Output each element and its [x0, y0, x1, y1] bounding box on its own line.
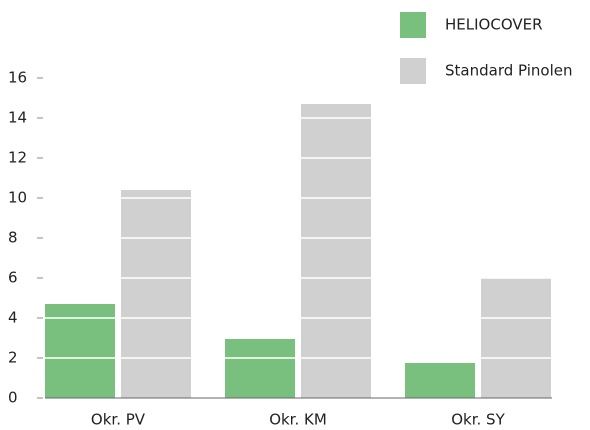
y-tick-label: 14	[8, 109, 27, 127]
bar	[225, 339, 295, 398]
legend-swatch	[400, 58, 426, 84]
bar	[405, 363, 475, 398]
y-tick-label: 10	[8, 189, 27, 207]
y-tick-label: 0	[8, 389, 18, 407]
bar	[121, 190, 191, 398]
y-tick-label: 16	[8, 69, 27, 87]
x-tick-label: Okr. SY	[451, 411, 505, 429]
y-tick-label: 4	[8, 309, 18, 327]
y-tick-label: 6	[8, 269, 18, 287]
legend-label: HELIOCOVER	[445, 16, 543, 34]
x-tick-label: Okr. KM	[269, 411, 327, 429]
bar	[45, 304, 115, 398]
x-tick-label: Okr. PV	[91, 411, 146, 429]
legend-swatch	[400, 12, 426, 38]
legend-label: Standard Pinolen	[445, 62, 572, 80]
y-tick-label: 8	[8, 229, 18, 247]
y-tick-label: 2	[8, 349, 18, 367]
bar	[301, 104, 371, 398]
y-tick-label: 12	[8, 149, 27, 167]
bar	[481, 278, 551, 398]
